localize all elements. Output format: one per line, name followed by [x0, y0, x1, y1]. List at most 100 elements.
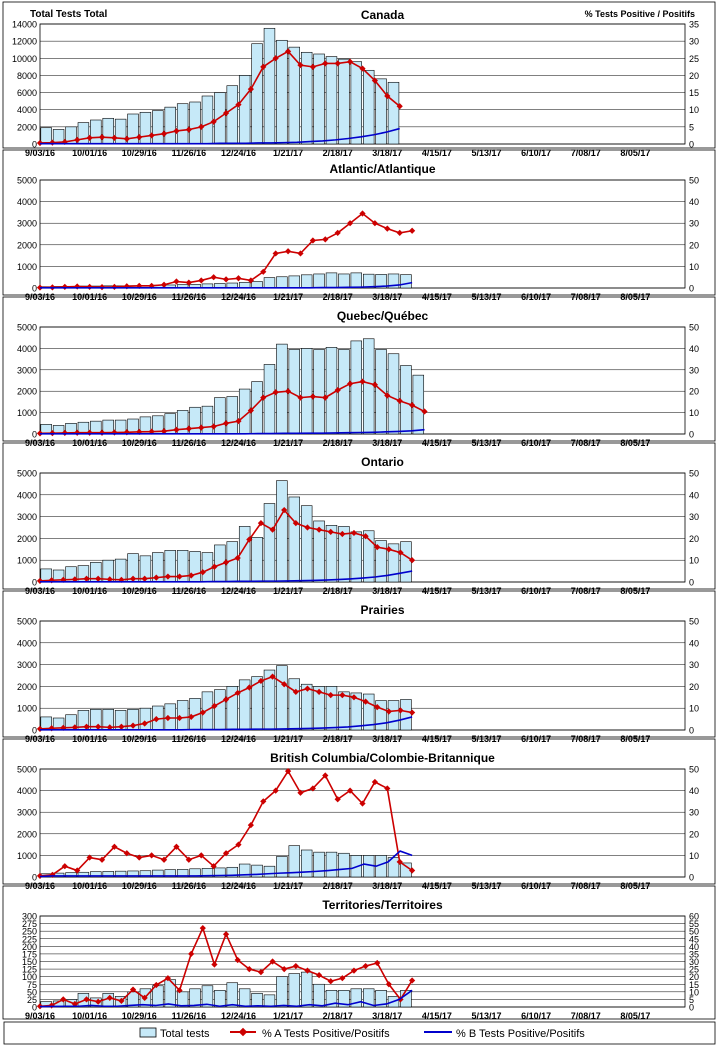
y-right-tick-label: 0 — [689, 430, 694, 440]
point-pct-a — [86, 134, 93, 141]
bar-total-tests — [300, 348, 313, 435]
right-axis-title: % Tests Positive / Positifs — [585, 9, 695, 19]
y-right-tick-label: 40 — [689, 344, 699, 354]
bar-total-tests — [313, 349, 325, 435]
y-left-tick-label: 3000 — [17, 808, 37, 818]
y-left-tick-label: 4000 — [17, 786, 37, 796]
point-pct-a — [297, 789, 304, 796]
point-pct-a — [210, 274, 217, 281]
bar-total-tests — [300, 505, 313, 583]
x-tick-label: 5/13/17 — [472, 148, 502, 158]
y-left-tick-label: 3000 — [17, 365, 37, 375]
point-pct-a — [385, 981, 392, 988]
bar-total-tests — [65, 872, 77, 878]
bar-total-tests — [300, 849, 313, 878]
panel-title: Canada — [361, 8, 405, 22]
panel-title: British Columbia/Colombie-Britannique — [270, 751, 495, 765]
point-pct-a — [281, 506, 288, 514]
point-pct-a — [260, 268, 267, 275]
bar-total-tests — [338, 349, 350, 435]
y-right-tick-label: 0 — [689, 726, 694, 736]
y-right-tick-label: 30 — [689, 37, 699, 47]
y-right-tick-label: 50 — [689, 176, 699, 186]
y-left-tick-label: 3000 — [17, 219, 37, 229]
point-pct-a — [284, 248, 292, 255]
point-pct-a — [315, 972, 323, 979]
point-pct-a — [269, 673, 276, 680]
x-tick-label: 10/01/16 — [72, 148, 107, 158]
bar-total-tests — [288, 678, 300, 731]
y-right-tick-label: 15 — [689, 88, 699, 98]
y-left-tick-label: 5000 — [17, 176, 37, 186]
point-pct-a — [98, 134, 106, 141]
y-left-tick-label: 2000 — [17, 682, 37, 692]
y-right-tick-label: 10 — [689, 105, 699, 115]
left-axis-title: Total Tests Total — [30, 9, 107, 20]
y-right-tick-label: 40 — [689, 638, 699, 648]
bar-total-tests — [350, 531, 362, 583]
x-tick-label: 2/18/17 — [323, 1011, 353, 1021]
y-left-tick-label: 5000 — [17, 765, 37, 775]
chart-panel-0: 0 2000 4000 6000 8000 10000 12000 14000 0 5 10 15 20… — [2, 1, 716, 158]
point-pct-a — [327, 692, 334, 699]
bar-total-tests — [338, 852, 350, 878]
point-pct-a — [61, 283, 68, 291]
point-pct-a — [222, 931, 230, 938]
y-right-tick-label: 30 — [689, 219, 699, 229]
legend-label-pct-b: % B Tests Positive/Positifs — [456, 1028, 585, 1040]
point-pct-a — [176, 987, 183, 994]
bar-total-tests — [325, 851, 338, 878]
legend-marker-pct-a — [238, 1027, 248, 1037]
point-pct-a — [374, 959, 381, 967]
y-right-tick-label: 40 — [689, 786, 699, 796]
bar-total-tests — [114, 870, 127, 878]
point-pct-a — [123, 135, 130, 142]
point-pct-a — [111, 134, 118, 141]
point-pct-a — [247, 86, 254, 93]
point-pct-a — [247, 822, 254, 829]
x-tick-label: 8/05/17 — [620, 148, 650, 158]
point-pct-a — [211, 702, 218, 710]
panel-title: Ontario — [361, 455, 404, 469]
y-left-tick-label: 175 — [22, 949, 37, 959]
x-tick-label: 1/21/17 — [273, 1011, 303, 1021]
point-pct-a — [222, 110, 230, 117]
y-right-tick-label: 10 — [689, 704, 699, 714]
bar-total-tests — [288, 275, 300, 289]
y-right-tick-label: 10 — [689, 262, 699, 272]
point-pct-a — [257, 677, 265, 685]
bar-total-tests — [77, 122, 90, 145]
plot-area — [39, 915, 686, 1008]
point-pct-a — [129, 575, 137, 582]
bar-total-tests — [288, 496, 300, 583]
bar-total-tests — [263, 277, 276, 289]
bar-total-tests — [350, 340, 362, 435]
bar-total-tests — [362, 693, 375, 731]
bar-total-tests — [313, 520, 325, 583]
y-right-tick-label: 50 — [689, 323, 699, 333]
bar-total-tests — [176, 991, 189, 1008]
point-pct-a — [409, 227, 416, 234]
y-left-tick-label: 1000 — [17, 851, 37, 861]
point-pct-a — [396, 858, 403, 865]
panel-title: Territories/Territoires — [322, 898, 443, 912]
point-pct-a — [98, 856, 106, 863]
bar-total-tests — [90, 871, 102, 878]
point-pct-a — [118, 723, 125, 730]
line-pct-b — [40, 281, 413, 289]
bar-total-tests — [276, 665, 288, 731]
bar-total-tests — [139, 111, 152, 145]
bar-total-tests — [251, 993, 263, 1008]
bar-total-tests — [214, 689, 226, 731]
point-pct-a — [235, 275, 242, 282]
bar-total-tests — [288, 845, 300, 878]
bar-total-tests — [251, 676, 263, 731]
y-left-tick-label: 250 — [22, 927, 37, 937]
point-pct-a — [176, 714, 183, 722]
bar-total-tests — [102, 871, 114, 878]
y-left-tick-label: 6000 — [17, 88, 37, 98]
bar-total-tests — [375, 349, 387, 435]
bar-total-tests — [139, 707, 152, 731]
bar-total-tests — [114, 118, 127, 145]
point-pct-a — [371, 381, 379, 388]
